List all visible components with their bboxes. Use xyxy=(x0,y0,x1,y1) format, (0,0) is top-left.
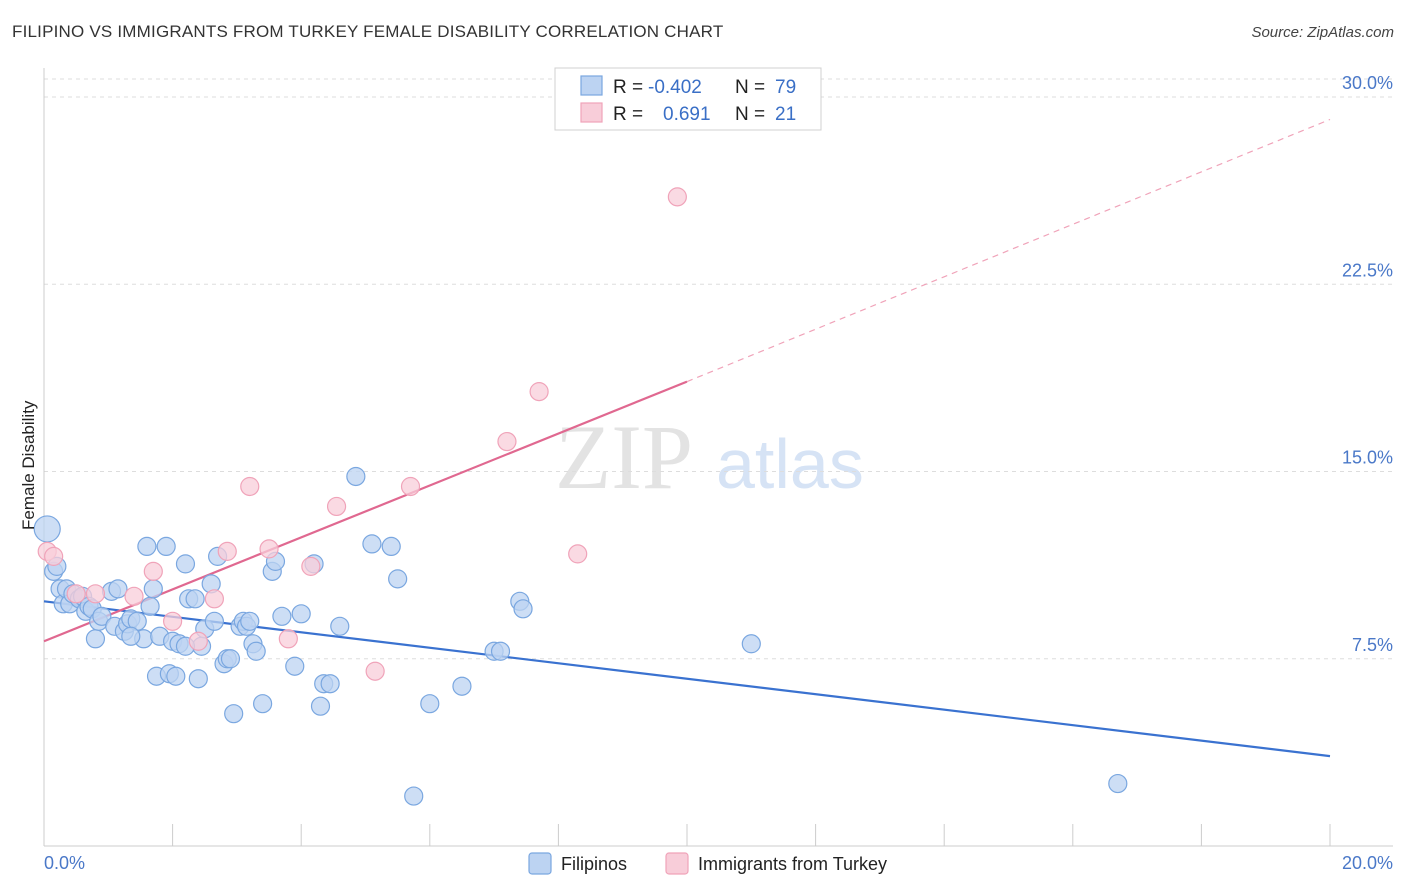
data-point xyxy=(330,616,350,636)
data-point xyxy=(188,669,208,689)
data-point xyxy=(44,546,64,566)
bottom-legend-swatch-filipinos xyxy=(528,852,552,875)
data-point xyxy=(285,656,305,676)
data-point xyxy=(365,661,385,681)
data-point xyxy=(497,431,517,452)
data-point xyxy=(490,641,511,661)
data-point xyxy=(420,694,440,714)
data-point xyxy=(568,544,588,564)
data-point xyxy=(326,496,347,517)
data-point xyxy=(404,786,424,806)
watermark-atlas: atlas xyxy=(716,425,864,503)
data-point xyxy=(185,589,205,609)
y-tick-label: 22.5% xyxy=(1342,260,1393,280)
data-point xyxy=(259,539,279,559)
bottom-legend-label-turkey: Immigrants from Turkey xyxy=(698,854,887,874)
x-tick-label-min: 0.0% xyxy=(44,853,85,873)
series-legend: Filipinos Immigrants from Turkey xyxy=(528,852,887,875)
data-point xyxy=(143,561,163,581)
data-point xyxy=(388,569,408,589)
data-point xyxy=(124,586,144,606)
data-point xyxy=(346,466,366,487)
data-point xyxy=(240,476,260,497)
data-point xyxy=(140,596,160,616)
y-tick-label: 15.0% xyxy=(1342,448,1393,468)
data-point xyxy=(156,536,176,557)
data-point xyxy=(85,584,106,604)
legend-r-value-filipinos: -0.402 xyxy=(648,77,702,98)
bottom-legend-label-filipinos: Filipinos xyxy=(561,854,627,874)
data-point xyxy=(66,584,86,604)
data-point xyxy=(1108,773,1128,794)
data-point xyxy=(33,515,61,543)
chart-title: FILIPINO VS IMMIGRANTS FROM TURKEY FEMAL… xyxy=(12,22,724,41)
source-label: Source: ZipAtlas.com xyxy=(1251,24,1394,41)
legend-r-label-filipinos: R = xyxy=(613,77,643,98)
legend-n-value-filipinos: 79 xyxy=(775,77,796,98)
data-point xyxy=(741,634,761,654)
trend-line-filipinos xyxy=(43,600,1331,758)
legend-swatch-filipinos xyxy=(580,75,603,96)
data-point xyxy=(204,611,224,631)
data-point xyxy=(381,536,401,557)
data-point xyxy=(143,579,163,599)
data-point xyxy=(224,704,244,724)
y-tick-labels: 7.5% 15.0% 22.5% 30.0% xyxy=(1342,73,1393,655)
data-point xyxy=(310,696,331,716)
correlation-legend: R = -0.402 N = 79 R = 0.691 N = 21 xyxy=(554,67,822,131)
data-point xyxy=(137,536,157,557)
legend-r-value-turkey: 0.691 xyxy=(663,104,711,125)
data-point xyxy=(204,589,224,609)
y-tick-label: 7.5% xyxy=(1352,635,1393,655)
data-point xyxy=(253,694,273,714)
data-point xyxy=(108,579,128,599)
data-point xyxy=(217,541,237,561)
data-point xyxy=(513,599,533,619)
data-points xyxy=(33,187,1128,806)
data-point xyxy=(166,666,186,686)
data-point xyxy=(121,626,141,646)
data-point xyxy=(240,611,260,631)
legend-n-label-filipinos: N = xyxy=(735,77,765,98)
trend-line-extension-turkey xyxy=(686,118,1331,383)
data-point xyxy=(362,534,382,554)
axes xyxy=(43,68,1393,847)
data-point xyxy=(272,606,292,626)
data-point xyxy=(220,649,241,669)
data-point xyxy=(667,187,687,207)
watermark-zip: ZIP xyxy=(555,406,693,508)
bottom-legend-swatch-turkey xyxy=(665,852,689,875)
y-tick-label: 30.0% xyxy=(1342,73,1393,93)
data-point xyxy=(278,629,298,649)
series-turkey xyxy=(37,187,687,681)
legend-r-label-turkey: R = xyxy=(613,104,643,125)
data-point xyxy=(246,641,266,661)
data-point xyxy=(163,611,183,631)
data-point xyxy=(400,476,421,497)
x-tick-label-max: 20.0% xyxy=(1342,853,1393,873)
data-point xyxy=(188,631,208,651)
data-point xyxy=(301,556,321,576)
legend-swatch-turkey xyxy=(580,102,603,123)
legend-n-value-turkey: 21 xyxy=(775,104,796,125)
data-point xyxy=(320,674,340,694)
data-point xyxy=(452,676,472,696)
data-point xyxy=(92,606,112,626)
y-axis-label: Female Disability xyxy=(19,400,38,530)
legend-n-label-turkey: N = xyxy=(735,104,765,125)
data-point xyxy=(529,382,549,402)
data-point xyxy=(85,629,106,649)
data-point xyxy=(175,554,196,574)
data-point xyxy=(291,604,311,624)
